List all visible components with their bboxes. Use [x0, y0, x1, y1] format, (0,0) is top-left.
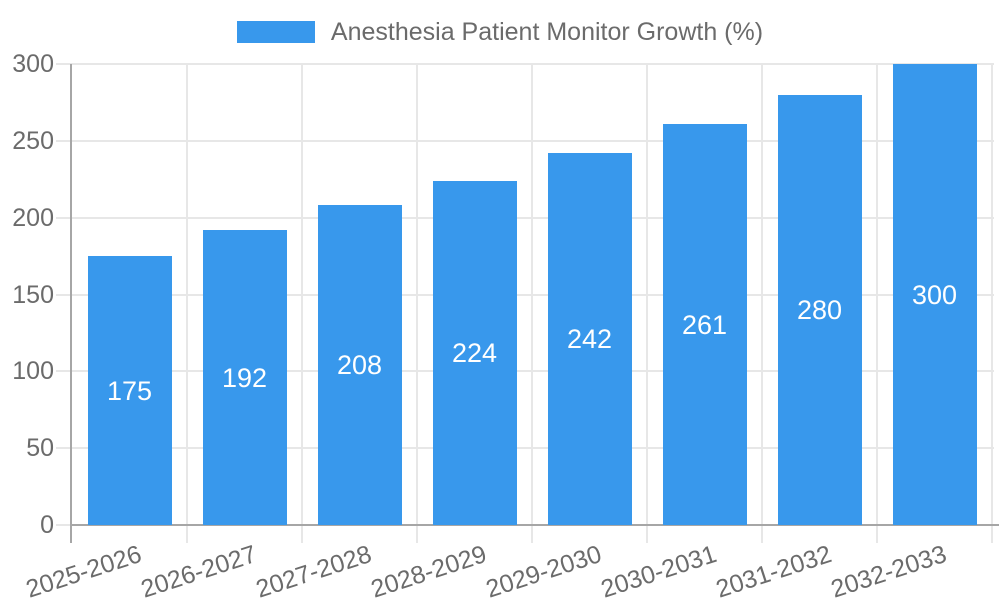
legend-label: Anesthesia Patient Monitor Growth (%) [330, 17, 764, 46]
y-tick-mark [56, 524, 72, 526]
bar-value-label: 175 [106, 376, 153, 406]
bar[interactable] [433, 181, 517, 525]
bar[interactable] [88, 256, 172, 525]
y-axis-line [70, 64, 72, 543]
x-tick-mark [876, 525, 878, 543]
bar[interactable] [548, 153, 632, 525]
bar-value-label: 280 [796, 295, 843, 325]
bar[interactable] [663, 124, 747, 525]
y-tick-label: 200 [12, 204, 54, 232]
gridline-h [72, 370, 994, 372]
x-tick-label: 2025-2026 [22, 540, 146, 600]
bar[interactable] [778, 95, 862, 525]
y-tick-mark [56, 217, 72, 219]
bar-value-label: 242 [566, 324, 613, 354]
x-tick-label: 2032-2033 [827, 540, 951, 600]
x-tick-mark [991, 525, 993, 543]
bar[interactable] [203, 230, 287, 525]
x-tick-mark [761, 525, 763, 543]
y-tick-label: 300 [12, 50, 54, 78]
y-tick-label: 100 [12, 357, 54, 385]
gridline-h [72, 217, 994, 219]
x-tick-label: 2031-2032 [712, 540, 836, 600]
x-tick-label: 2028-2029 [367, 540, 491, 600]
x-axis-line [70, 524, 999, 526]
y-tick-label: 150 [12, 281, 54, 309]
bar-value-label: 192 [221, 363, 268, 393]
bar-value-label: 208 [336, 350, 383, 380]
gridline-h [72, 294, 994, 296]
y-tick-label: 50 [26, 434, 54, 462]
x-tick-label: 2029-2030 [482, 540, 606, 600]
x-tick-mark [186, 525, 188, 543]
y-tick-mark [56, 370, 72, 372]
gridline-v [761, 64, 763, 525]
legend[interactable]: Anesthesia Patient Monitor Growth (%) [0, 15, 1000, 49]
x-tick-label: 2030-2031 [597, 540, 721, 600]
x-tick-label: 2026-2027 [137, 540, 261, 600]
y-tick-label: 0 [40, 511, 54, 539]
y-tick-mark [56, 447, 72, 449]
gridline-h [72, 63, 994, 65]
y-tick-mark [56, 140, 72, 142]
bar[interactable] [893, 64, 977, 525]
gridline-v [416, 64, 418, 525]
legend-swatch [236, 21, 315, 43]
gridline-h [72, 140, 994, 142]
gridline-v [646, 64, 648, 525]
x-tick-mark [301, 525, 303, 543]
gridline-v [991, 64, 993, 525]
bar-value-label: 300 [911, 280, 958, 310]
gridline-v [876, 64, 878, 525]
gridline-v [531, 64, 533, 525]
bar-value-label: 224 [451, 338, 498, 368]
x-tick-mark [646, 525, 648, 543]
x-tick-mark [531, 525, 533, 543]
y-tick-mark [56, 294, 72, 296]
y-tick-mark [56, 63, 72, 65]
gridline-v [301, 64, 303, 525]
bar-value-label: 261 [681, 310, 728, 340]
x-tick-label: 2027-2028 [252, 540, 376, 600]
gridline-v [186, 64, 188, 525]
gridline-h [72, 447, 994, 449]
bar[interactable] [318, 205, 402, 525]
x-tick-mark [416, 525, 418, 543]
y-tick-label: 250 [12, 127, 54, 155]
